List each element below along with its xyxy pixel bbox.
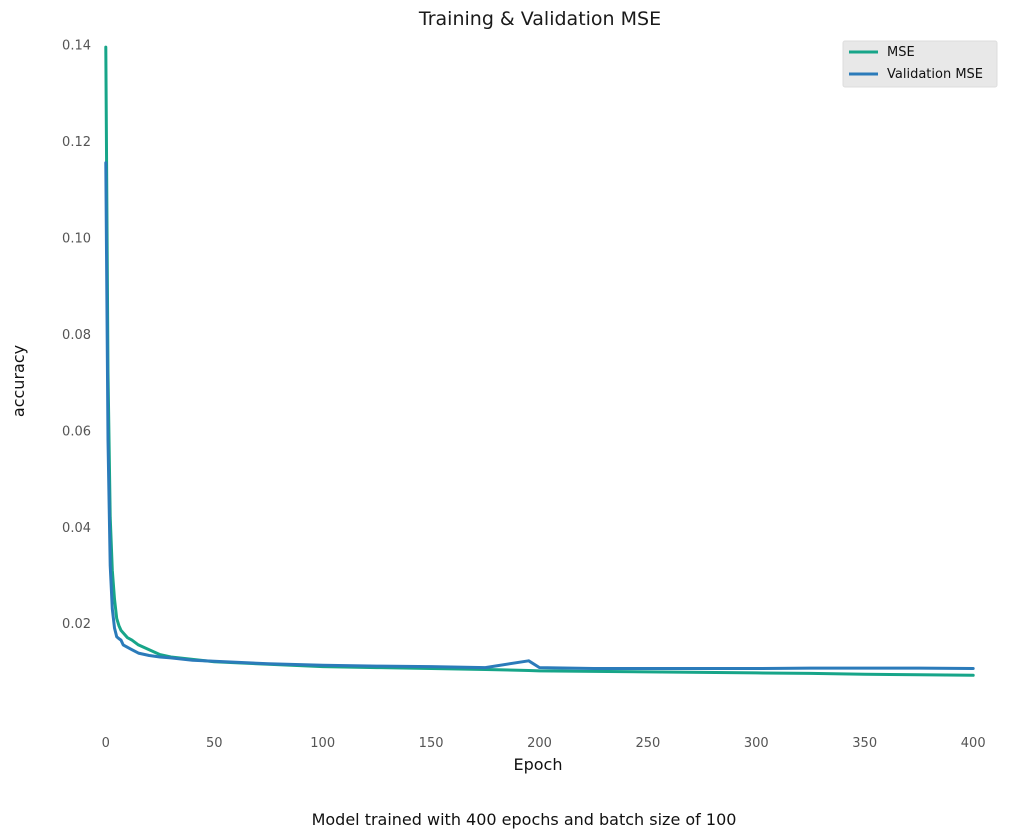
y-tick-label: 0.14 — [62, 39, 91, 54]
plot-area — [104, 45, 975, 677]
x-tick-label: 150 — [419, 736, 444, 751]
y-tick-label: 0.10 — [62, 232, 91, 247]
y-tick-label: 0.02 — [62, 617, 91, 632]
x-axis-ticks: 0 50 100 150 200 250 300 350 400 — [102, 736, 986, 751]
x-tick-label: 0 — [102, 736, 110, 751]
legend-label-validation-mse: Validation MSE — [887, 67, 983, 82]
y-axis-label: accuracy — [9, 345, 28, 417]
x-tick-label: 200 — [527, 736, 552, 751]
legend-box — [842, 40, 998, 88]
x-tick-label: 300 — [744, 736, 769, 751]
legend-label-mse: MSE — [887, 45, 915, 60]
x-tick-label: 250 — [635, 736, 660, 751]
x-tick-label: 400 — [961, 736, 986, 751]
x-tick-label: 50 — [206, 736, 223, 751]
x-tick-label: 100 — [310, 736, 335, 751]
x-axis-label: Epoch — [514, 755, 563, 774]
x-tick-label: 350 — [852, 736, 877, 751]
legend: MSE Validation MSE — [842, 40, 998, 88]
y-tick-label: 0.04 — [62, 521, 91, 536]
y-tick-label: 0.12 — [62, 135, 91, 150]
y-tick-label: 0.08 — [62, 328, 91, 343]
y-tick-label: 0.06 — [62, 424, 91, 439]
chart-caption: Model trained with 400 epochs and batch … — [312, 810, 737, 829]
series-line-validation-mse — [104, 161, 975, 670]
y-axis-ticks: 0.02 0.04 0.06 0.08 0.10 0.12 0.14 — [62, 39, 91, 633]
chart-title: Training & Validation MSE — [418, 8, 661, 30]
